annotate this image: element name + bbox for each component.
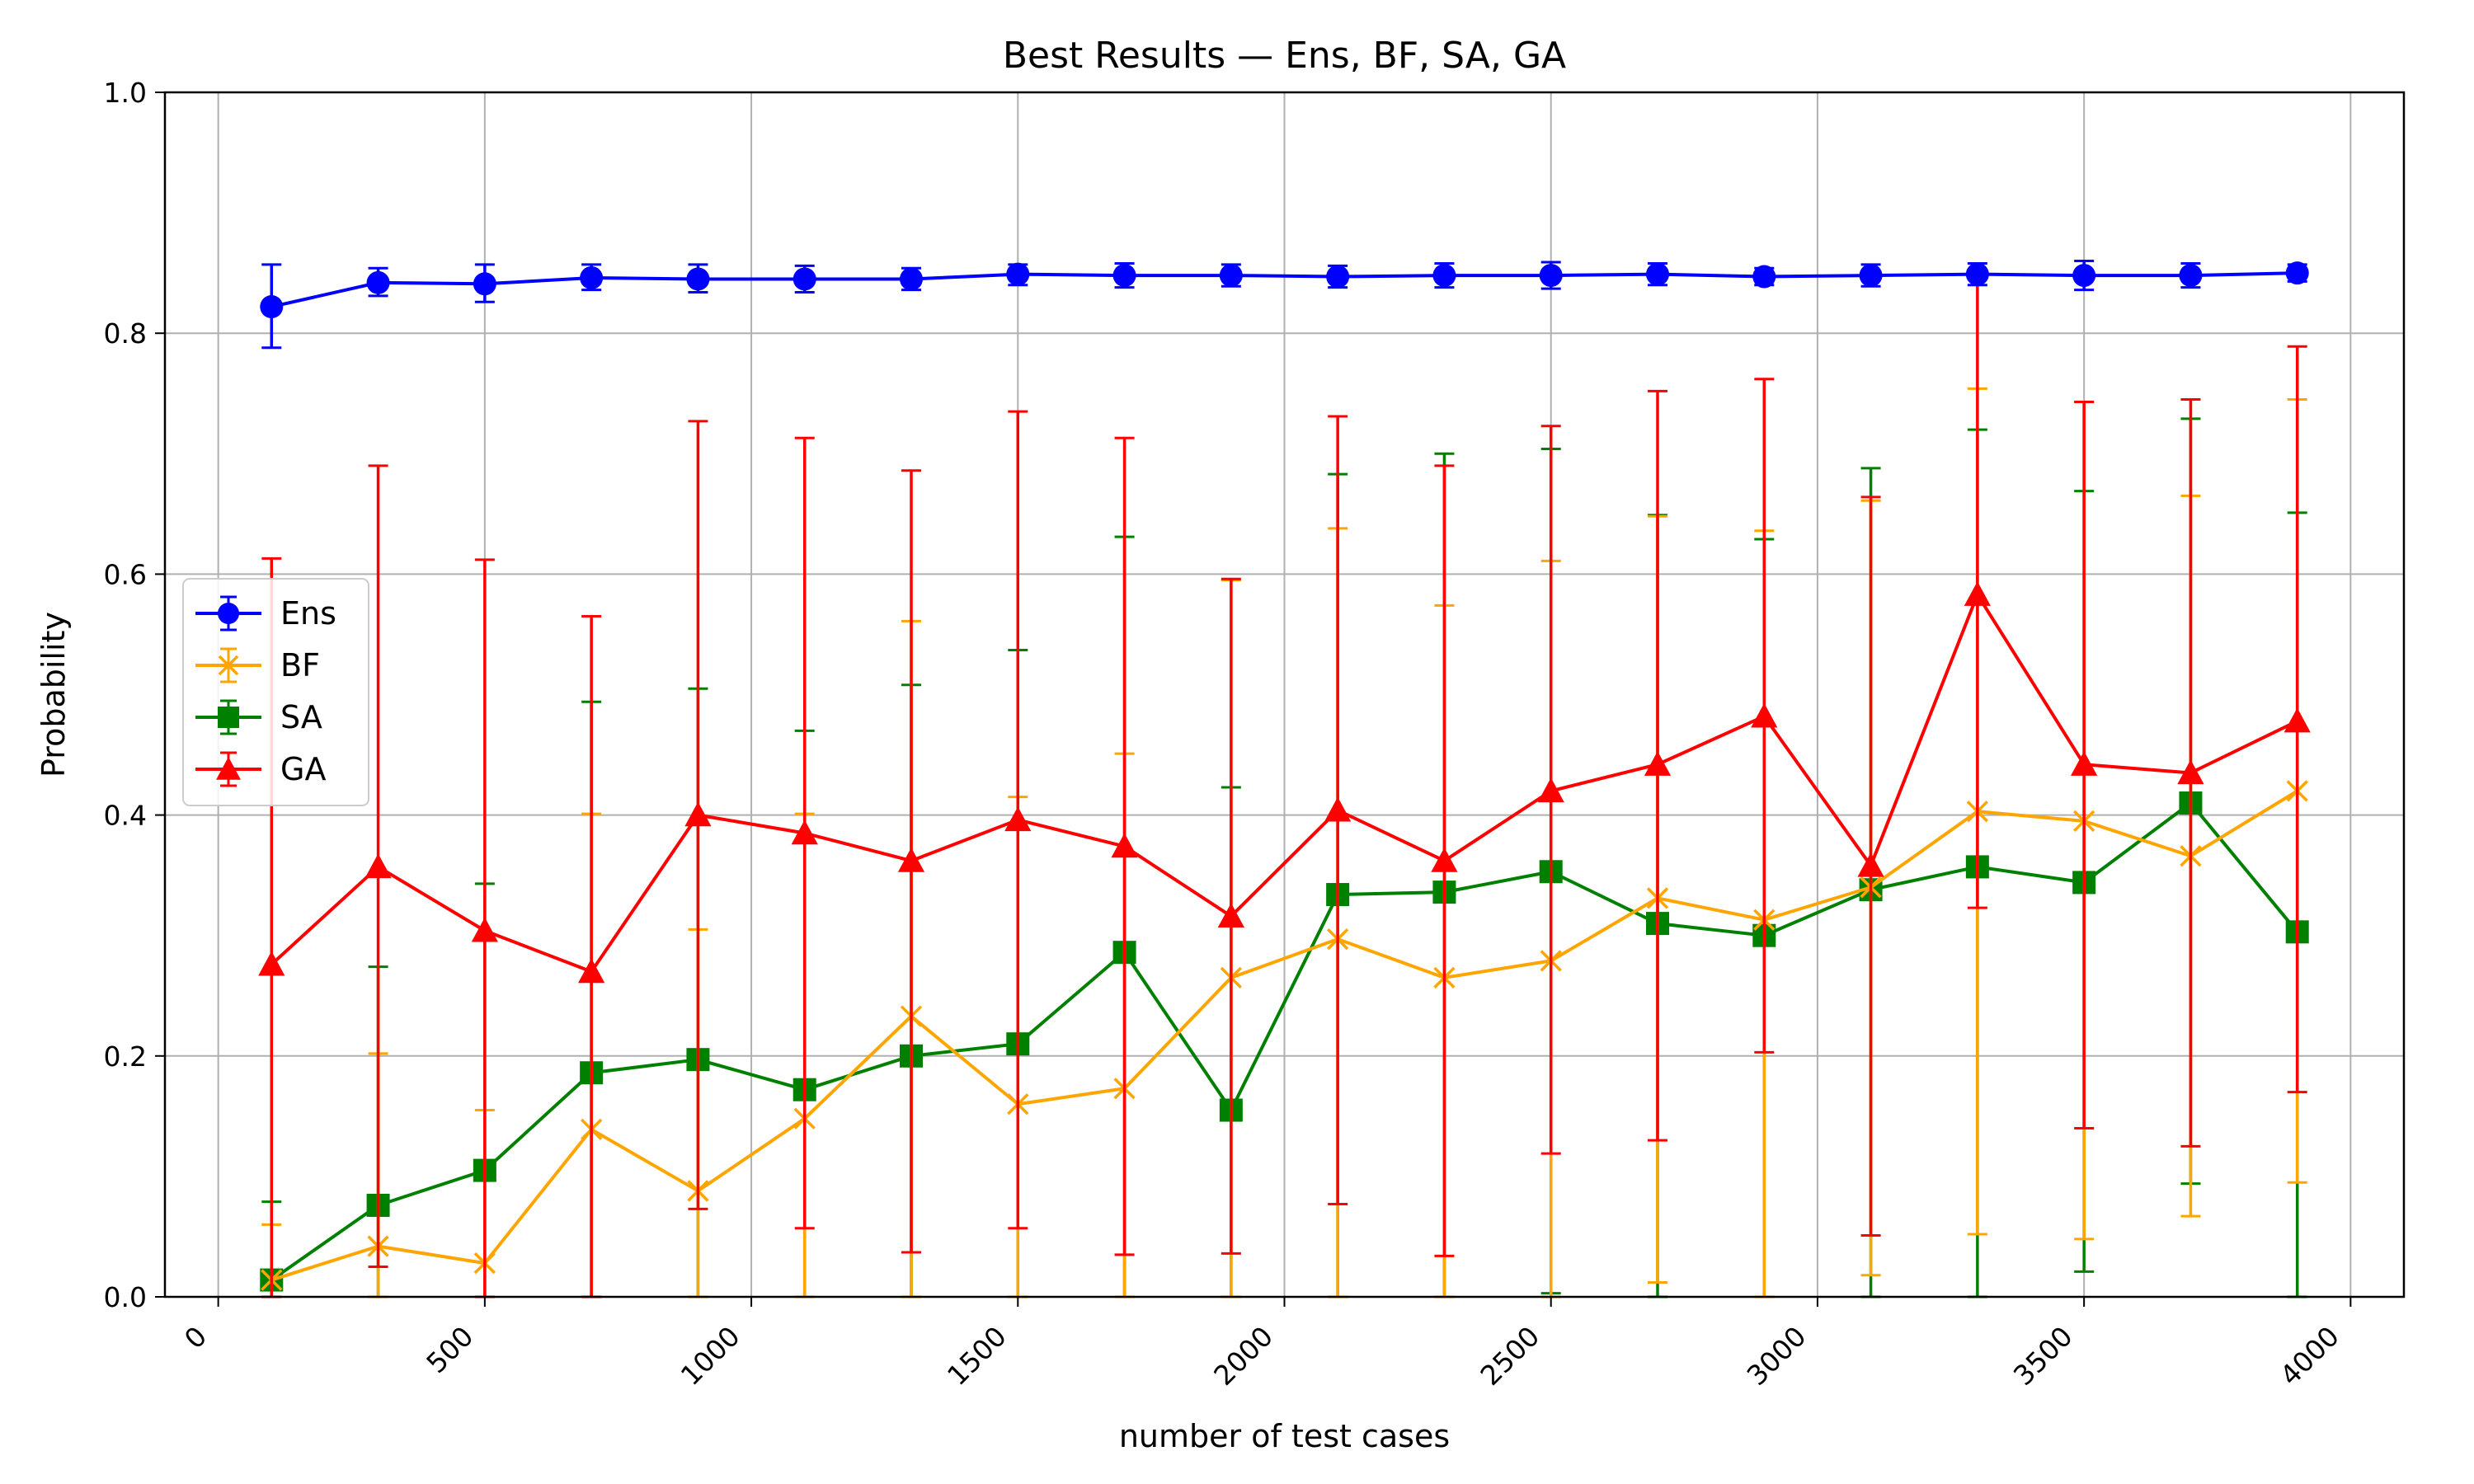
data-point (1111, 833, 1138, 858)
data-point (471, 917, 498, 942)
legend: Ens BF SA GA (182, 578, 369, 806)
data-point (1431, 848, 1458, 872)
data-point (1324, 796, 1352, 822)
y-tick-label: 0.0 (104, 1281, 147, 1313)
data-point (1432, 264, 1456, 288)
legend-marker (218, 707, 239, 728)
data-point (1857, 852, 1884, 877)
data-point (2177, 759, 2204, 785)
data-point (1964, 581, 1991, 606)
data-point (1112, 264, 1136, 288)
y-tick-label: 0.4 (104, 800, 147, 832)
series-line (270, 801, 2299, 1282)
legend-label: Ens (280, 595, 336, 632)
data-point (900, 267, 923, 291)
series-ga (258, 277, 2311, 1298)
data-point (2285, 261, 2309, 285)
series-ens (260, 260, 2309, 350)
data-point (580, 265, 604, 289)
data-point (578, 958, 605, 984)
y-tick-label: 0.6 (104, 558, 147, 590)
y-tick-label: 0.8 (104, 317, 147, 350)
data-point (1859, 264, 1883, 288)
data-point (684, 801, 712, 827)
y-tick-label: 1.0 (104, 77, 147, 109)
data-point (2179, 264, 2203, 288)
data-point (1006, 262, 1030, 286)
data-point (2071, 751, 2098, 776)
data-point (473, 272, 496, 296)
data-point (1537, 777, 1564, 803)
y-axis-label: Probability (35, 612, 72, 777)
data-point (260, 295, 284, 319)
data-point (897, 848, 925, 872)
data-point (2072, 264, 2096, 288)
x-axis-label: number of test cases (1119, 1418, 1450, 1454)
series-line (270, 593, 2298, 974)
data-point (1539, 264, 1563, 288)
legend-label: BF (280, 647, 320, 683)
data-point (1644, 751, 1672, 776)
chart-title: Best Results — Ens, BF, SA, GA (1003, 35, 1566, 77)
data-point (1965, 262, 1989, 286)
data-point (365, 853, 392, 879)
legend-box (182, 578, 369, 806)
data-point (1646, 262, 1669, 286)
y-tick-label: 0.2 (104, 1040, 147, 1073)
data-point (258, 951, 285, 976)
data-point (2284, 707, 2311, 733)
data-point (1752, 265, 1776, 289)
legend-marker (218, 603, 239, 624)
legend-label: GA (280, 751, 326, 787)
data-point (1751, 702, 1778, 728)
data-point (366, 270, 390, 294)
data-point (1326, 265, 1350, 289)
legend-label: SA (280, 699, 322, 735)
data-point (791, 819, 818, 845)
series-line (270, 789, 2298, 1282)
data-point (1219, 264, 1243, 288)
data-point (1217, 903, 1244, 928)
legend-marker (218, 655, 239, 676)
legend-marker (216, 757, 241, 780)
data-point (793, 267, 816, 291)
data-point (1004, 806, 1032, 832)
data-point (686, 267, 710, 291)
series-line (270, 271, 2298, 309)
